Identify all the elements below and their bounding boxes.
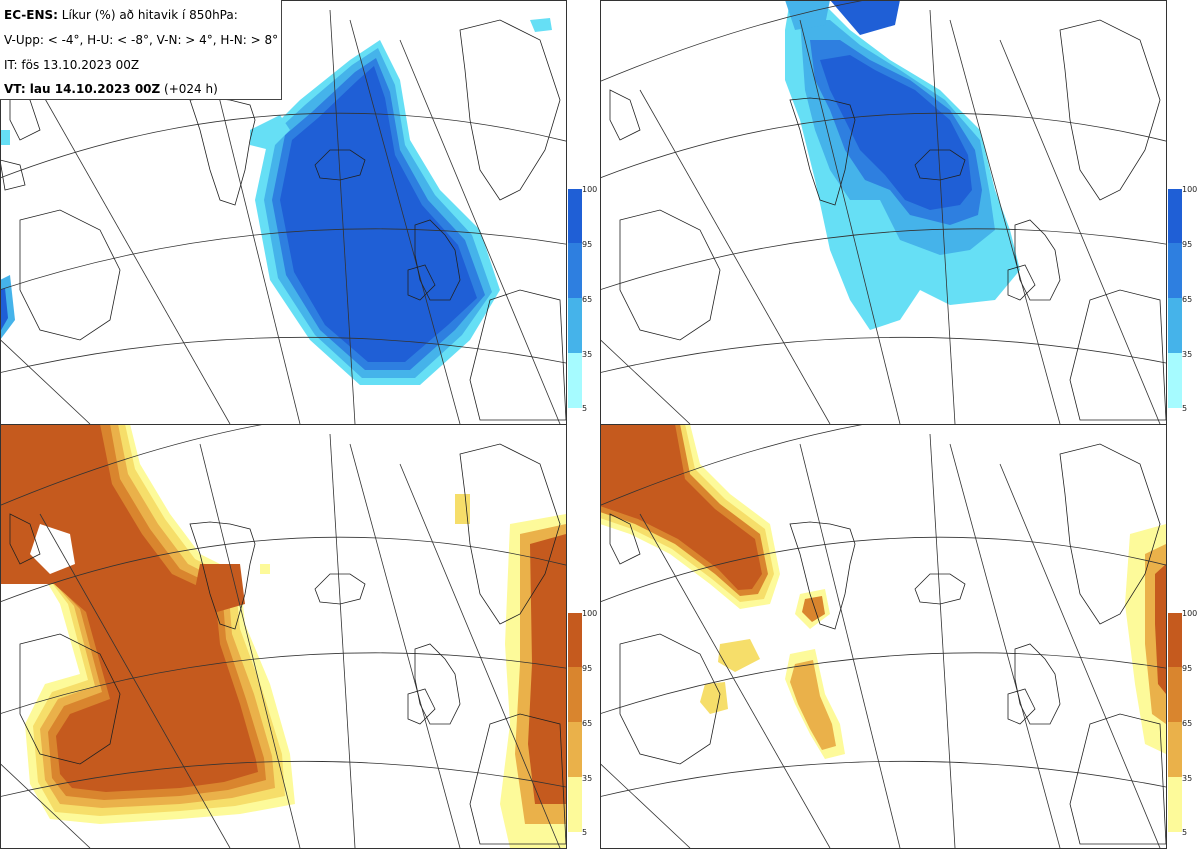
info-box: EC-ENS: Líkur (%) að hitavik í 850hPa: V…	[0, 0, 282, 100]
init-time: IT: fös 13.10.2023 00Z	[4, 58, 140, 72]
valid-time: VT: lau 14.10.2023 00Z	[4, 82, 161, 96]
graticule-h-u	[600, 0, 1166, 424]
cb-tick-h-n-35: 35	[1182, 774, 1193, 783]
cb-tick-h-u-95: 95	[1182, 240, 1193, 249]
cb-tick-v-n-5: 5	[582, 828, 588, 837]
map-panel-h-u	[600, 0, 1166, 424]
map-panel-h-n	[600, 424, 1166, 848]
probability-field-h-n	[600, 424, 1166, 759]
cb-tick-h-n-65: 65	[1182, 719, 1193, 728]
cb-tick-v-upp-5: 5	[582, 404, 588, 413]
title-text: Líkur (%) að hitavik í 850hPa:	[61, 8, 238, 22]
probability-field-v-upp	[0, 18, 552, 385]
title-line: EC-ENS: Líkur (%) að hitavik í 850hPa:	[4, 8, 238, 22]
map-h-u	[600, 0, 1166, 424]
lead-time: (+024 h)	[164, 82, 218, 96]
colorbar-v-n	[568, 613, 582, 832]
probability-field-v-n	[0, 424, 566, 848]
coastlines-h-n	[609, 443, 1166, 845]
cb-tick-h-u-65: 65	[1182, 295, 1193, 304]
map-panel-v-n	[0, 424, 566, 848]
cb-tick-h-u-5: 5	[1182, 404, 1188, 413]
cb-tick-v-upp-65: 65	[582, 295, 593, 304]
thresholds-line: V-Upp: < -4°, H-U: < -8°, V-N: > 4°, H-N…	[4, 33, 279, 47]
cb-tick-h-n-95: 95	[1182, 664, 1193, 673]
cb-tick-h-n-100: 100	[1182, 609, 1198, 618]
cb-tick-v-n-35: 35	[582, 774, 593, 783]
colorbar-h-u	[1168, 189, 1182, 408]
cb-tick-v-n-65: 65	[582, 719, 593, 728]
map-h-n	[600, 424, 1166, 848]
cb-tick-h-u-35: 35	[1182, 350, 1193, 359]
valid-time-line: VT: lau 14.10.2023 00Z (+024 h)	[4, 82, 218, 96]
coastlines-h-u	[609, 19, 1166, 421]
map-panel-v-upp	[0, 0, 566, 424]
cb-tick-v-n-95: 95	[582, 664, 593, 673]
cb-tick-h-n-5: 5	[1182, 828, 1188, 837]
graticule-v-n	[0, 424, 566, 848]
map-v-upp	[0, 0, 566, 424]
cb-tick-v-upp-95: 95	[582, 240, 593, 249]
cb-tick-v-upp-35: 35	[582, 350, 593, 359]
colorbar-h-n	[1168, 613, 1182, 832]
graticule-h-n	[600, 424, 1166, 848]
coastlines-v-n	[9, 443, 566, 845]
probability-field-h-u	[785, 0, 1020, 330]
map-v-n	[0, 424, 566, 848]
colorbar-v-upp-bar	[568, 189, 582, 408]
cb-tick-100: 100	[1182, 185, 1198, 194]
model-label: EC-ENS:	[4, 8, 58, 22]
cb-tick-v-n-100: 100	[582, 609, 598, 618]
cb-tick-v-upp-100: 100	[582, 185, 598, 194]
